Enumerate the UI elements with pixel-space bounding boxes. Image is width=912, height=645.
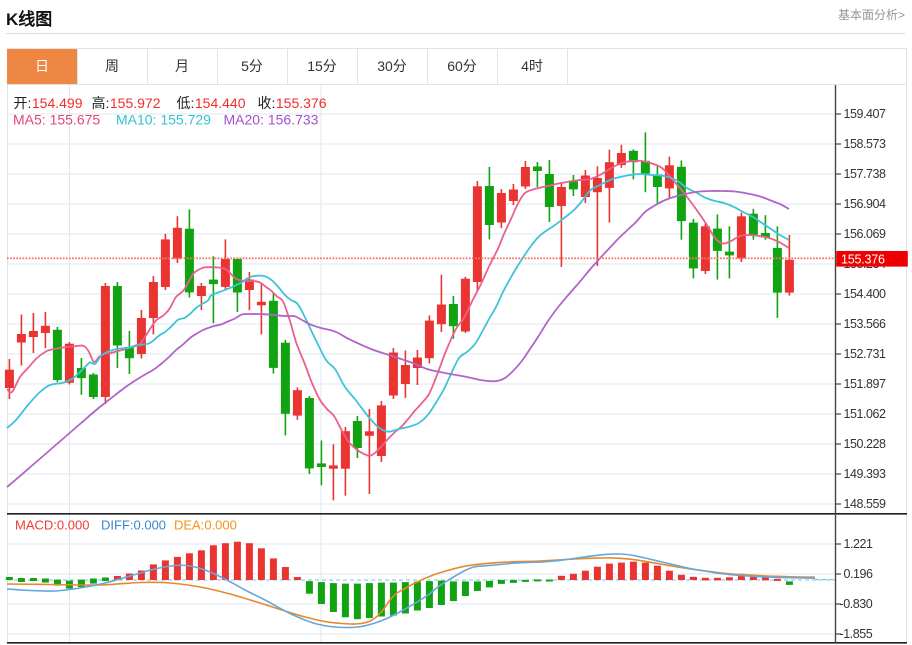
- svg-text:149.393: 149.393: [844, 467, 887, 481]
- svg-text:MACD:0.000: MACD:0.000: [15, 518, 89, 533]
- svg-text:158.573: 158.573: [844, 137, 887, 151]
- svg-text:开:: 开:: [14, 95, 32, 111]
- svg-text:DEA:0.000: DEA:0.000: [174, 518, 237, 533]
- svg-text:152.731: 152.731: [844, 347, 887, 361]
- svg-text:156.069: 156.069: [844, 227, 887, 241]
- svg-text:154.440: 154.440: [195, 95, 246, 111]
- svg-text:DIFF:0.000: DIFF:0.000: [101, 518, 166, 533]
- svg-text:-0.830: -0.830: [840, 597, 873, 611]
- svg-text:155.376: 155.376: [276, 95, 327, 111]
- svg-text:151.897: 151.897: [844, 377, 887, 391]
- svg-text:0.196: 0.196: [844, 567, 874, 581]
- svg-text:MA10: 155.729: MA10: 155.729: [116, 112, 211, 128]
- svg-text:153.566: 153.566: [844, 317, 887, 331]
- svg-text:154.499: 154.499: [32, 95, 83, 111]
- svg-text:150.228: 150.228: [844, 437, 887, 451]
- svg-text:156.904: 156.904: [844, 197, 887, 211]
- svg-text:148.559: 148.559: [844, 497, 887, 511]
- svg-text:低:: 低:: [177, 95, 195, 111]
- svg-text:高:: 高:: [92, 95, 110, 111]
- svg-text:MA5: 155.675: MA5: 155.675: [13, 112, 100, 128]
- svg-text:MA20: 156.733: MA20: 156.733: [224, 112, 319, 128]
- svg-text:159.407: 159.407: [844, 107, 887, 121]
- svg-text:1.221: 1.221: [844, 537, 874, 551]
- svg-text:154.400: 154.400: [844, 287, 887, 301]
- svg-text:收:: 收:: [258, 95, 276, 111]
- svg-text:-1.855: -1.855: [840, 627, 873, 641]
- svg-text:155.376: 155.376: [841, 252, 885, 266]
- svg-text:157.738: 157.738: [844, 167, 887, 181]
- svg-text:155.972: 155.972: [110, 95, 161, 111]
- svg-text:151.062: 151.062: [844, 407, 887, 421]
